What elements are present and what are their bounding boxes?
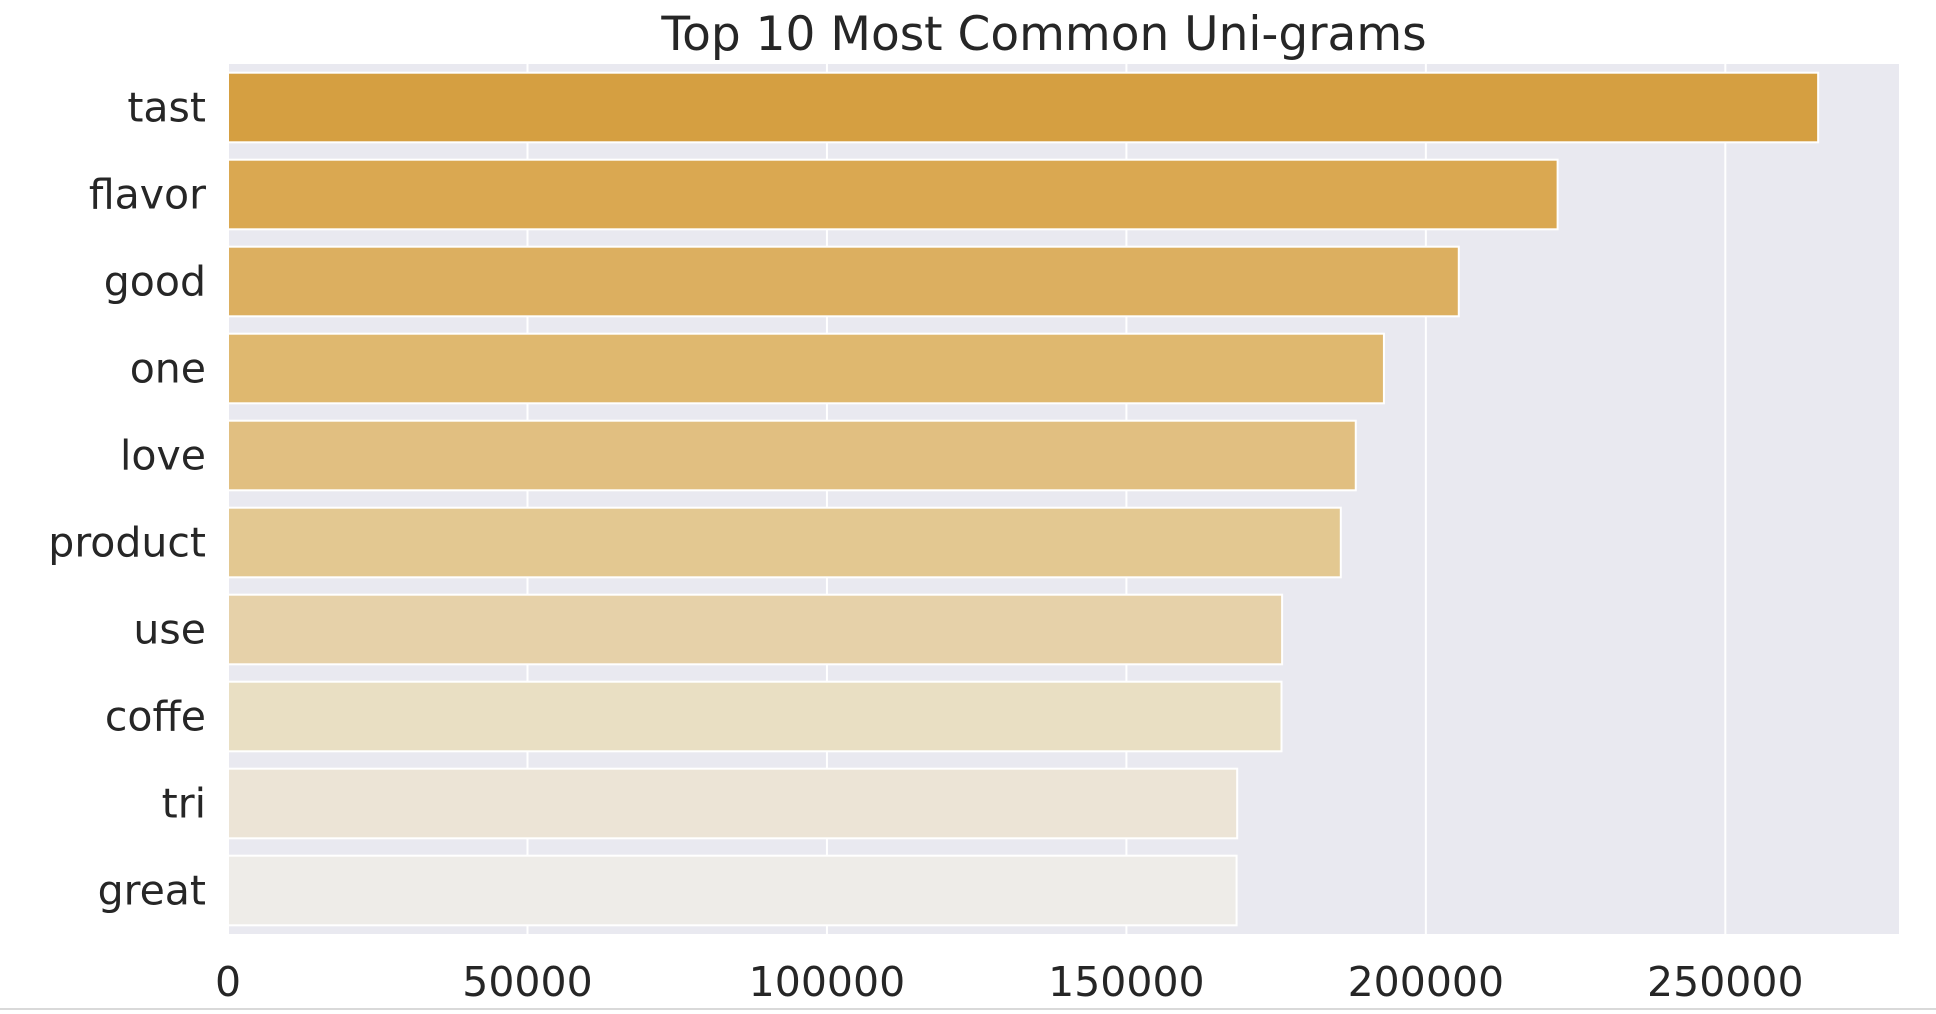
- x-tick-label-4: 200000: [1348, 958, 1505, 1006]
- x-tick-label-5: 250000: [1647, 958, 1804, 1006]
- x-tick-labels: 0 50000 100000 150000 200000 250000: [215, 958, 1804, 1006]
- bar-tri: [227, 767, 1239, 840]
- bar-good: [227, 245, 1460, 318]
- bottom-divider: [0, 1008, 1936, 1010]
- y-tick-label-use: use: [133, 606, 206, 654]
- y-tick-label-tast: tast: [127, 84, 206, 132]
- bar-flavor: [227, 158, 1559, 231]
- y-tick-label-great: great: [98, 867, 206, 915]
- y-tick-label-product: product: [48, 519, 206, 567]
- bar-coffe: [227, 680, 1283, 753]
- bar-love: [227, 419, 1357, 492]
- bar-tast: [227, 71, 1820, 144]
- bars: [227, 71, 1820, 927]
- bar-one: [227, 332, 1385, 405]
- y-tick-label-good: good: [104, 258, 206, 306]
- bar-use: [227, 593, 1284, 666]
- y-tick-label-love: love: [120, 432, 206, 480]
- x-tick-label-1: 50000: [462, 958, 592, 1006]
- y-tick-label-flavor: flavor: [89, 171, 206, 219]
- bar-product: [227, 506, 1342, 579]
- y-tick-labels: tast flavor good one love product use coffe tri g…: [48, 84, 206, 915]
- y-tick-label-tri: tri: [162, 780, 206, 828]
- x-tick-label-3: 150000: [1048, 958, 1205, 1006]
- x-tick-label-0: 0: [215, 958, 241, 1006]
- y-tick-label-one: one: [130, 345, 206, 393]
- bar-great: [227, 854, 1238, 927]
- y-tick-label-coffe: coffe: [105, 693, 206, 741]
- x-tick-label-2: 100000: [749, 958, 906, 1006]
- chart-title: Top 10 Most Common Uni-grams: [660, 7, 1426, 62]
